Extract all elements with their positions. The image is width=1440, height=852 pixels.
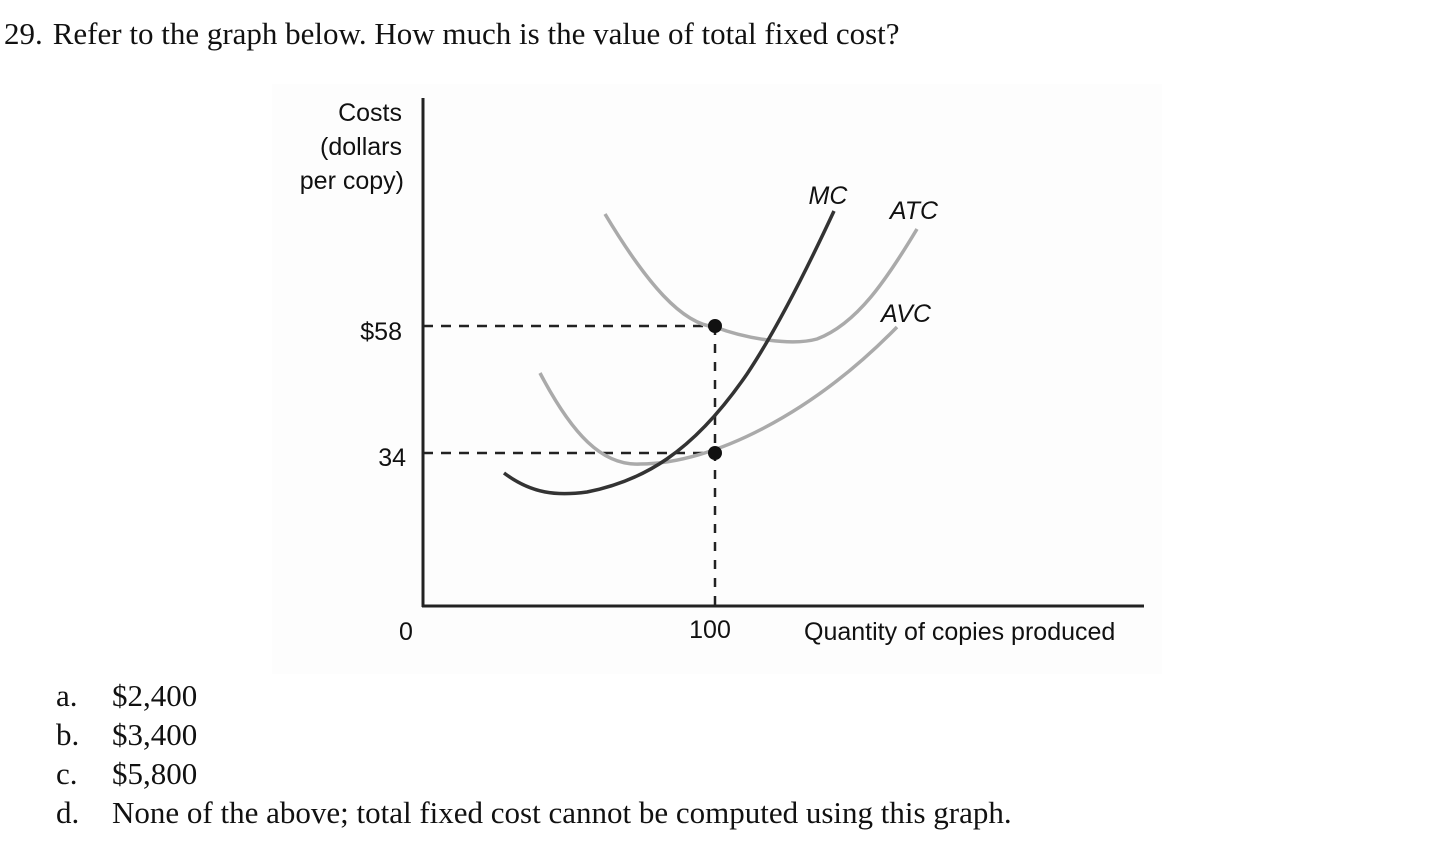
option-d[interactable]: d. None of the above; total fixed cost c… [56,793,1012,832]
option-text: $2,400 [112,678,198,713]
avc-label: AVC [879,300,932,328]
atc-label: ATC [888,197,939,225]
option-text: None of the above; total fixed cost cann… [112,795,1012,830]
option-text: $3,400 [112,717,198,752]
atc-curve [603,213,919,344]
atc-point-58 [708,319,722,333]
origin-label: 0 [399,618,413,646]
mc-label: MC [809,182,849,210]
avc-point-34 [708,446,722,460]
x-tick-label-100: 100 [689,616,731,644]
mc-curve [502,210,836,496]
answer-options: a. $2,400 b. $3,400 c. $5,800 d. None of… [56,676,1012,832]
cost-curves-figure: Costs (dollars per copy) $58 34 0 100 Qu… [272,84,1162,674]
avc-curve [538,325,899,466]
option-text: $5,800 [112,756,198,791]
y-axis-label-line-2: (dollars [320,133,402,161]
y-axis-label-line-1: Costs [338,99,402,127]
y-tick-label-58: $58 [360,318,402,346]
question-text: Refer to the graph below. How much is th… [52,16,900,51]
option-b[interactable]: b. $3,400 [56,715,1012,754]
option-letter: d. [56,795,80,830]
option-letter: b. [56,717,80,752]
option-letter: c. [56,756,78,791]
y-axis-label-line-3: per copy) [300,167,404,195]
option-a[interactable]: a. $2,400 [56,676,1012,715]
option-c[interactable]: c. $5,800 [56,754,1012,793]
y-tick-label-34: 34 [378,444,406,472]
question-number: 29. [4,16,43,51]
option-letter: a. [56,678,78,713]
cost-curves-chart: Costs (dollars per copy) $58 34 0 100 Qu… [300,98,1144,646]
question: 29. Refer to the graph below. How much is… [4,14,900,54]
x-axis-label: Quantity of copies produced [804,618,1115,646]
